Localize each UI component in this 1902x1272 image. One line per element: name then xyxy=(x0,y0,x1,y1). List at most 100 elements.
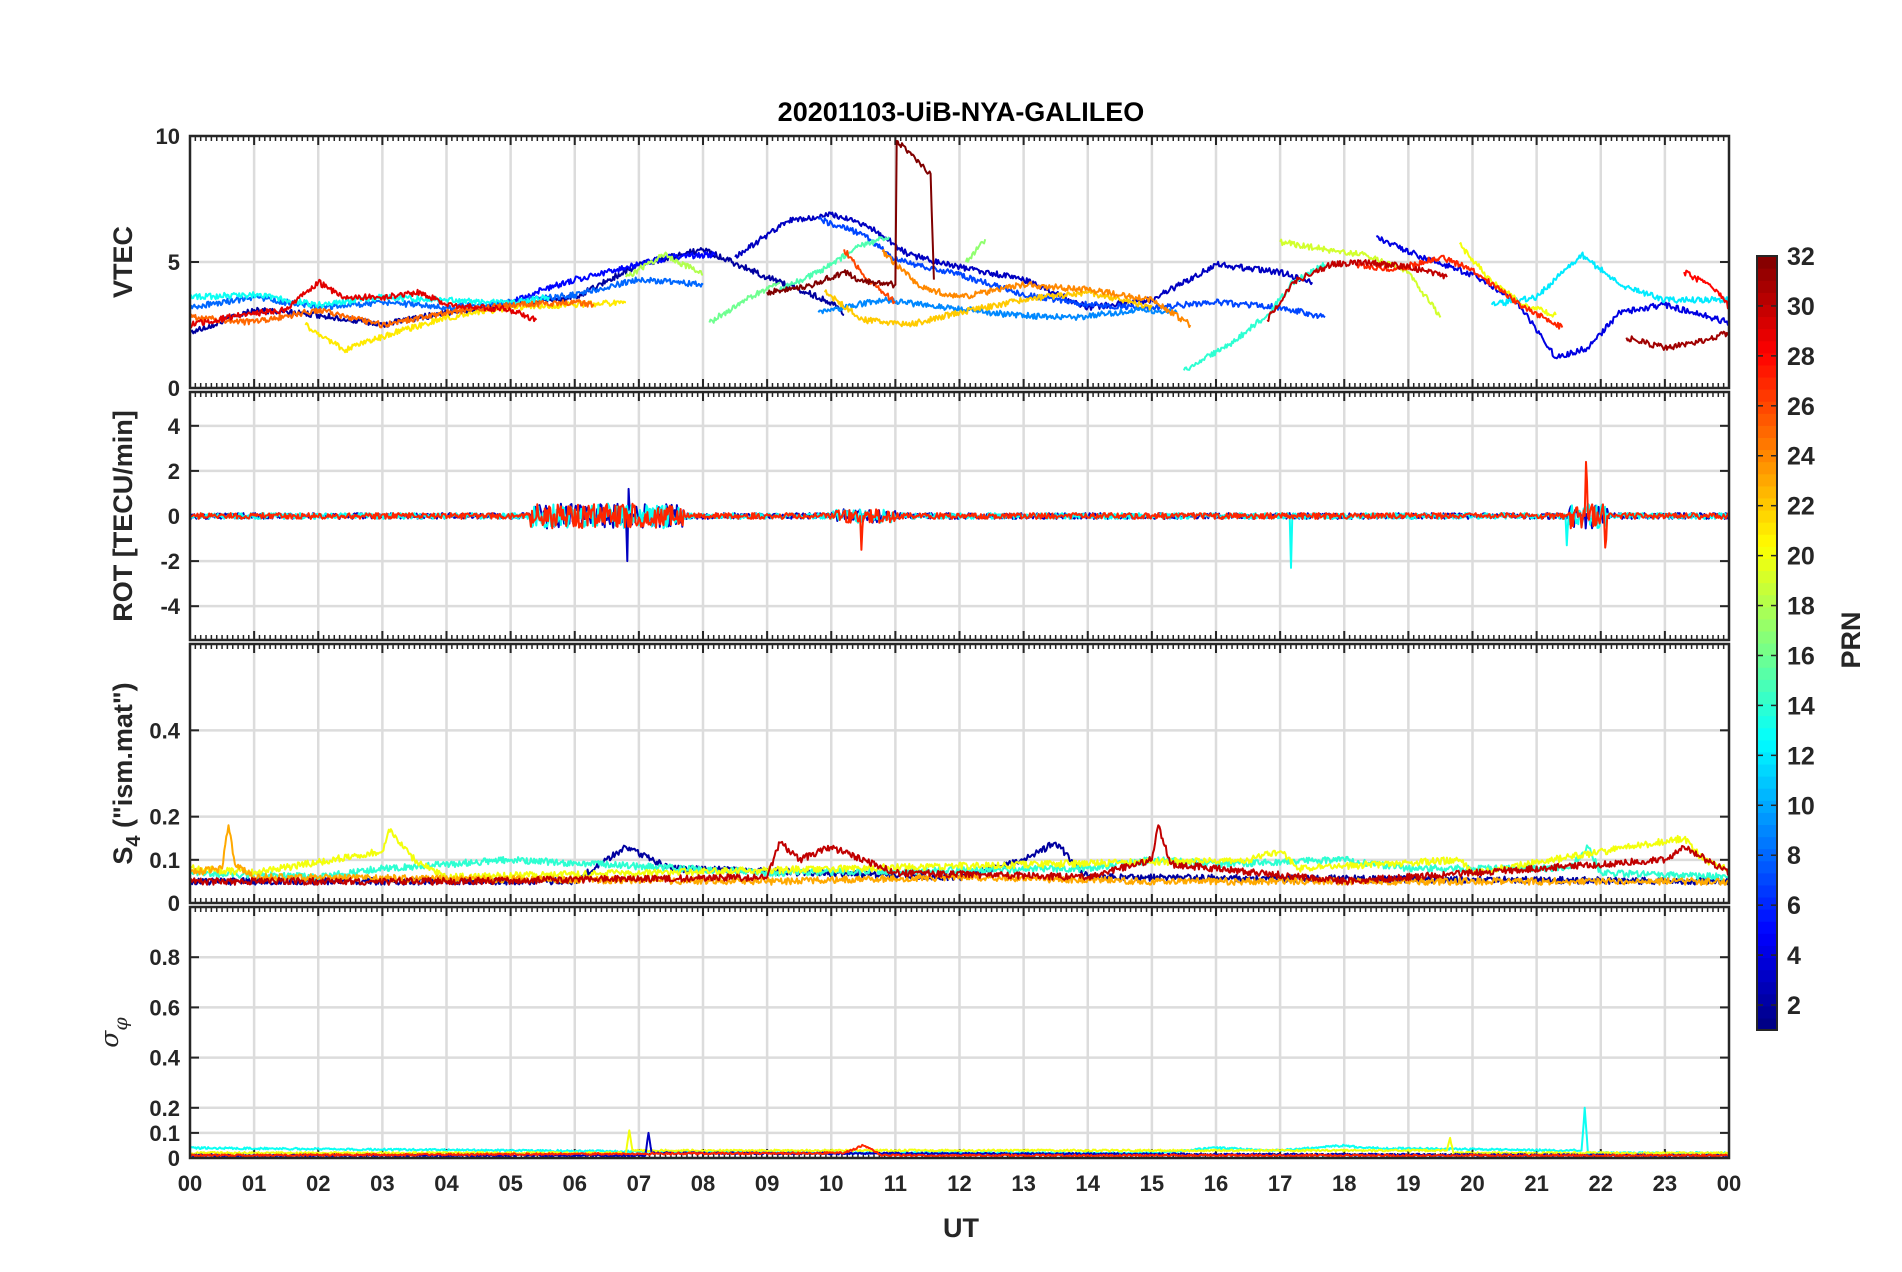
colorbar-band xyxy=(1757,485,1777,499)
colorbar-band xyxy=(1757,449,1777,463)
series-line-prn-30 xyxy=(1266,259,1448,322)
colorbar-band xyxy=(1757,316,1777,330)
series-line-prn-7 xyxy=(817,216,1326,319)
colorbar-band xyxy=(1757,933,1777,946)
panel-rot: -4 -2 0 2 4 ROT [TECU/min] xyxy=(108,390,1731,642)
series-group xyxy=(190,460,1729,569)
x-tick-label: 15 xyxy=(1140,1171,1164,1196)
colorbar-band xyxy=(1757,594,1777,608)
colorbar-band xyxy=(1757,546,1777,559)
colorbar-band xyxy=(1757,691,1777,705)
x-tick-label: 22 xyxy=(1589,1171,1613,1196)
colorbar-band xyxy=(1757,413,1777,426)
colorbar-band xyxy=(1757,643,1777,656)
series-line-prn-14 xyxy=(190,844,1729,882)
y-axis-label: σφ xyxy=(95,1017,132,1048)
colorbar-band xyxy=(1757,1005,1777,1019)
colorbar-band xyxy=(1757,425,1777,439)
colorbar-band xyxy=(1757,896,1777,910)
colorbar-band xyxy=(1757,268,1777,281)
colorbar-band xyxy=(1757,848,1777,862)
series-line-prn-30 xyxy=(190,824,1729,886)
colorbar-tick-label: 32 xyxy=(1787,243,1815,271)
series-line-prn-27 xyxy=(190,1143,1729,1158)
colorbar-frame xyxy=(1756,255,1778,1031)
y-tick-label: 0 xyxy=(168,891,180,916)
colorbar-band xyxy=(1757,364,1777,378)
colorbar-band xyxy=(1757,570,1777,584)
y-tick-label: 0.1 xyxy=(149,1121,180,1146)
series-line-prn-17 xyxy=(964,239,987,263)
colorbar-tick-label: 6 xyxy=(1787,892,1801,920)
series-line-prn-24 xyxy=(881,249,1192,328)
series-group xyxy=(190,1106,1729,1158)
panel-vtec: 0 5 10 VTEC xyxy=(108,124,1731,401)
colorbar-band xyxy=(1757,776,1777,789)
y-tick-label: 2 xyxy=(168,459,180,484)
colorbar-band xyxy=(1757,957,1777,971)
y-tick-label: 0.1 xyxy=(149,848,180,873)
colorbar-tick-label: 2 xyxy=(1787,992,1801,1020)
x-tick-label: 08 xyxy=(691,1171,715,1196)
series-line-prn-5 xyxy=(509,251,717,306)
colorbar-band xyxy=(1757,558,1777,572)
colorbar-band xyxy=(1757,763,1777,777)
colorbar-band xyxy=(1757,328,1777,342)
colorbar-band xyxy=(1757,667,1777,680)
colorbar-band xyxy=(1757,872,1777,886)
colorbar-band xyxy=(1757,630,1777,644)
colorbar-band xyxy=(1757,437,1777,451)
colorbar-tick-label: 16 xyxy=(1787,642,1815,670)
series-line-prn-27 xyxy=(190,460,1729,551)
x-tick-label: 00 xyxy=(1717,1171,1741,1196)
y-tick-label: 0.8 xyxy=(149,945,180,970)
colorbar-band xyxy=(1757,340,1777,354)
colorbar-band xyxy=(1757,727,1777,741)
series-line-prn-32 xyxy=(766,140,935,296)
x-tick-label: 23 xyxy=(1653,1171,1677,1196)
series-line-prn-13 xyxy=(190,291,551,309)
colorbar-tick-label: 30 xyxy=(1787,293,1815,321)
series-line-prn-28 xyxy=(1683,269,1729,310)
series-line-prn-19 xyxy=(1279,238,1442,318)
colorbar-band xyxy=(1757,836,1777,850)
colorbar-tick-label: 22 xyxy=(1787,493,1815,521)
colorbar-band xyxy=(1757,812,1777,826)
colorbar-tick-label: 24 xyxy=(1787,443,1815,471)
colorbar-tick-label: 14 xyxy=(1787,692,1815,720)
colorbar-band xyxy=(1757,473,1777,487)
colorbar-band xyxy=(1757,401,1777,414)
colorbar-band xyxy=(1757,292,1777,305)
colorbar-band xyxy=(1757,352,1777,366)
series-line-prn-15 xyxy=(778,236,890,292)
colorbar-band xyxy=(1757,534,1777,547)
colorbar-band xyxy=(1757,981,1777,995)
x-tick-label: 16 xyxy=(1204,1171,1228,1196)
series-line-prn-27 xyxy=(1356,254,1564,330)
colorbar-band xyxy=(1757,606,1777,620)
series-line-prn-31 xyxy=(1625,330,1729,351)
colorbar-tick-label: 18 xyxy=(1787,593,1815,621)
series-line-prn-20 xyxy=(1458,242,1557,318)
series-line-prn-18 xyxy=(625,251,703,278)
x-tick-label: 02 xyxy=(306,1171,330,1196)
colorbar-tick-label: 20 xyxy=(1787,543,1815,571)
x-tick-label: 09 xyxy=(755,1171,779,1196)
colorbar-band xyxy=(1757,715,1777,729)
y-axis-label: VTEC xyxy=(108,226,138,298)
x-tick-label: 06 xyxy=(563,1171,587,1196)
colorbar-band xyxy=(1757,739,1777,753)
y-tick-label: 4 xyxy=(168,414,181,439)
colorbar-label: PRN xyxy=(1836,611,1866,668)
series-group xyxy=(190,824,1729,886)
y-tick-label: 5 xyxy=(168,250,180,275)
colorbar-band xyxy=(1757,884,1777,898)
y-tick-label: 0 xyxy=(168,1146,180,1171)
colorbar-band xyxy=(1757,522,1777,535)
x-tick-label: 00 xyxy=(178,1171,202,1196)
colorbar-tick-label: 12 xyxy=(1787,742,1815,770)
y-tick-label: 0.2 xyxy=(149,1096,180,1121)
colorbar-band xyxy=(1757,788,1777,801)
colorbar-tick-label: 4 xyxy=(1787,942,1801,970)
